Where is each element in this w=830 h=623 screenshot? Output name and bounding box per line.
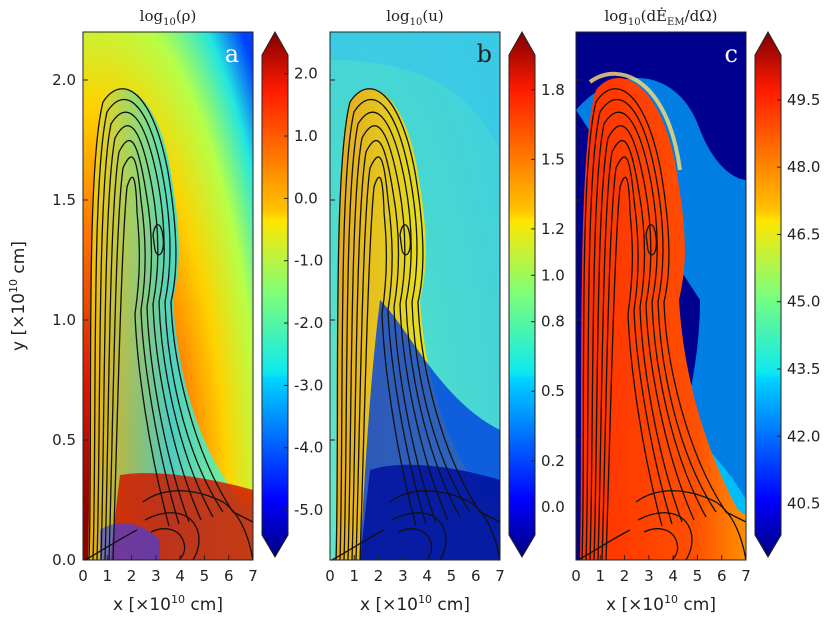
x-tick-label: 7	[741, 567, 751, 585]
x-tick-label: 0	[571, 567, 581, 585]
colorbar-tick-label: 0.2	[541, 452, 565, 470]
panel-a-lobe	[88, 88, 253, 560]
svg-text:y [×1010 cm]: y [×1010 cm]	[7, 241, 29, 351]
x-tick-label: 5	[693, 567, 703, 585]
colorbar-c-bar	[754, 30, 782, 558]
colorbar-tick-label: 46.5	[787, 225, 820, 243]
panel-b: b	[329, 31, 501, 561]
colorbar-tick-label: 42.0	[787, 427, 820, 445]
colorbar-tick-label: 1.2	[541, 220, 565, 238]
panel-a-label: a	[225, 40, 239, 68]
colorbar-tick-label: 49.5	[787, 91, 820, 109]
x-tick-label: 3	[644, 567, 654, 585]
x-tick-label: 2	[374, 567, 384, 585]
x-tick-label: 0	[78, 567, 88, 585]
svg-text:x [×1010 cm]: x [×1010 cm]	[606, 593, 716, 615]
colorbar-tick-label: 43.5	[787, 360, 820, 378]
xlabel-a: x [×1010 cm]	[113, 593, 223, 615]
x-tick-label: 3	[398, 567, 408, 585]
x-tick-label: 6	[471, 567, 481, 585]
x-tick-label: 5	[447, 567, 457, 585]
title-c: log10(dĖEM/dΩ)	[604, 7, 717, 28]
colorbar-tick-label: 45.0	[787, 293, 820, 311]
colorbar-tick-label: 1.5	[541, 150, 565, 168]
colorbar-tick-label: 0.8	[541, 313, 565, 331]
x-tick-label: 5	[200, 567, 210, 585]
x-tick-label: 4	[175, 567, 185, 585]
colorbar-b: 1.8 1.5 1.2 1.0 0.8 0.5 0.2 0.0	[508, 30, 565, 558]
svg-text:x [×1010 cm]: x [×1010 cm]	[360, 593, 470, 615]
x-tick-label: 1	[103, 567, 113, 585]
colorbar-tick-label: 0.5	[541, 382, 565, 400]
x-tick-label: 3	[151, 567, 161, 585]
colorbar-tick-label: 0.0	[294, 189, 318, 207]
y-tick-label: 0.5	[52, 431, 76, 449]
colorbar-tick-label: -2.0	[294, 314, 323, 332]
panel-c-lobe	[580, 78, 746, 560]
colorbar-b-bar	[508, 30, 536, 558]
x-tick-label: 2	[620, 567, 630, 585]
x-tick-label: 6	[224, 567, 234, 585]
x-tick-label: 1	[350, 567, 360, 585]
colorbar-tick-label: 2.0	[294, 65, 318, 83]
colorbar-a: 2.0 1.0 0.0 -1.0 -2.0 -3.0 -4.0 -5.0	[261, 30, 323, 558]
panel-c: c	[575, 31, 747, 561]
x-tick-label: 0	[325, 567, 335, 585]
title-b: log10(u)	[386, 7, 444, 28]
y-tick-label: 0.0	[52, 551, 76, 569]
svg-text:log10(dĖEM/dΩ): log10(dĖEM/dΩ)	[604, 7, 717, 28]
x-tick-label: 4	[668, 567, 678, 585]
x-tick-label: 7	[248, 567, 258, 585]
svg-text:x [×1010 cm]: x [×1010 cm]	[113, 593, 223, 615]
colorbar-a-bar	[261, 30, 289, 558]
colorbar-tick-label: 1.0	[294, 127, 318, 145]
colorbar-tick-label: 40.5	[787, 495, 820, 513]
x-tick-label: 4	[422, 567, 432, 585]
colorbar-tick-label: -4.0	[294, 439, 323, 457]
panel-b-label: b	[477, 40, 492, 68]
colorbar-tick-label: 1.0	[541, 266, 565, 284]
xlabel-b: x [×1010 cm]	[360, 593, 470, 615]
title-a: log10(ρ)	[140, 7, 197, 28]
y-tick-label: 1.5	[52, 191, 76, 209]
panel-a: a	[82, 31, 254, 561]
y-tick-label: 2.0	[52, 71, 76, 89]
colorbar-tick-label: -5.0	[294, 501, 323, 519]
colorbar-tick-label: -1.0	[294, 252, 323, 270]
x-tick-label: 2	[127, 567, 137, 585]
colorbar-tick-label: 0.0	[541, 498, 565, 516]
svg-text:log10(u): log10(u)	[386, 7, 444, 28]
ylabel: y [×1010 cm]	[7, 241, 29, 351]
colorbar-tick-label: 48.0	[787, 158, 820, 176]
colorbar-tick-label: -3.0	[294, 376, 323, 394]
svg-text:log10(ρ): log10(ρ)	[140, 7, 197, 28]
colorbar-c: 49.5 48.0 46.5 45.0 43.5 42.0 40.5	[754, 30, 820, 558]
y-tick-label: 1.0	[52, 311, 76, 329]
panel-c-label: c	[725, 40, 738, 68]
x-tick-label: 6	[717, 567, 727, 585]
xlabel-c: x [×1010 cm]	[606, 593, 716, 615]
x-tick-label: 1	[596, 567, 606, 585]
x-tick-label: 7	[495, 567, 505, 585]
colorbar-tick-label: 1.8	[541, 81, 565, 99]
